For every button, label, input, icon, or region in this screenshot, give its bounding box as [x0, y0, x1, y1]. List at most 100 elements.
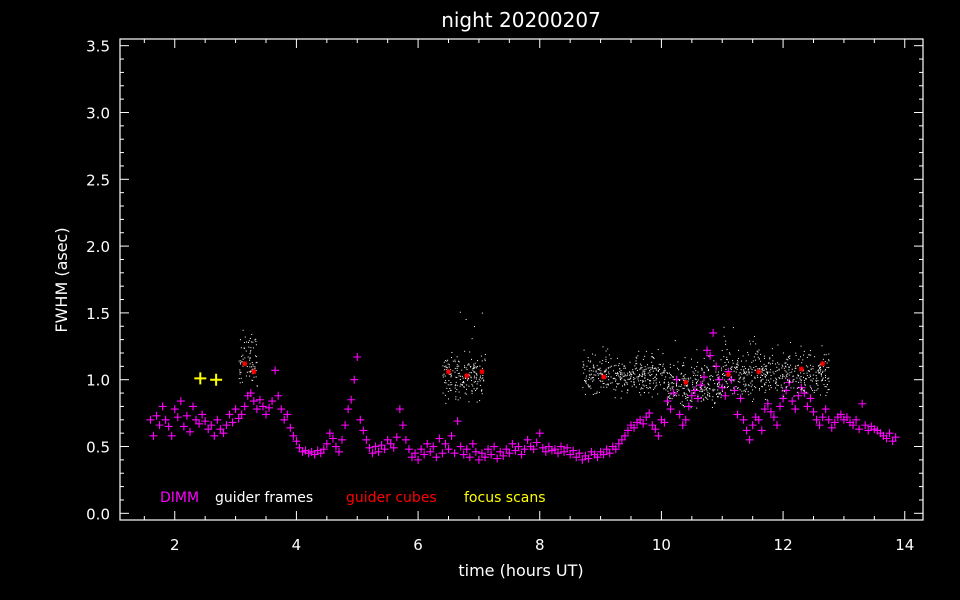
guider-frame-point: [709, 378, 711, 380]
guider-frame-point: [644, 373, 646, 375]
guider-frame-point: [769, 388, 771, 390]
guider-frame-point: [456, 389, 458, 391]
guider-frame-point: [679, 380, 681, 382]
legend-item: guider cubes: [346, 490, 437, 506]
guider-frame-point: [623, 365, 625, 367]
guider-frame-point: [479, 375, 481, 377]
guider-frame-point: [650, 375, 652, 377]
dimm-point: [620, 431, 629, 440]
guider-frame-point: [743, 383, 745, 385]
guider-frame-point: [750, 367, 752, 369]
dimm-point: [289, 431, 298, 440]
guider-frame-point: [650, 368, 652, 370]
dimm-point: [462, 445, 471, 454]
guider-frame-point: [739, 389, 741, 391]
guider-frame-point: [456, 370, 458, 372]
guider-frame-point: [619, 377, 621, 379]
guider-frame-point: [583, 363, 585, 365]
dimm-point: [347, 395, 356, 404]
dimm-point: [331, 442, 340, 451]
guider-frame-point: [639, 374, 641, 376]
guider-frame-point: [586, 375, 588, 377]
guider-frame-point: [741, 390, 743, 392]
guider-frame-point: [255, 344, 257, 346]
guider-frame-point: [629, 374, 631, 376]
dimm-point: [280, 415, 289, 424]
guider-frame-point: [687, 380, 689, 382]
guider-frame-point: [250, 370, 252, 372]
dimm-point: [754, 415, 763, 424]
guider-frame-point: [657, 349, 659, 351]
dimm-point: [468, 439, 477, 448]
guider-frame-point: [667, 390, 669, 392]
guider-frame-point: [725, 369, 727, 371]
guider-frame-point: [664, 369, 666, 371]
guider-frame-point: [725, 340, 727, 342]
guider-frame-point: [605, 368, 607, 370]
guider-frame-point: [677, 367, 679, 369]
guider-frame-point: [473, 381, 475, 383]
guider-frame-point: [828, 377, 830, 379]
guider-frame-point: [683, 377, 685, 379]
guider-frame-point: [709, 393, 711, 395]
guider-frame-point: [617, 373, 619, 375]
guider-frame-point: [718, 385, 720, 387]
guider-frame-point: [651, 356, 653, 358]
guider-frame-point: [605, 361, 607, 363]
guider-frame-point: [721, 390, 723, 392]
dimm-point: [310, 450, 319, 459]
dimm-point: [222, 421, 231, 430]
guider-frame-point: [709, 395, 711, 397]
dimm-point: [490, 442, 499, 451]
guider-frame-point: [815, 371, 817, 373]
guider-frame-point: [735, 366, 737, 368]
guider-frame-point: [476, 401, 478, 403]
guider-frame-point: [778, 368, 780, 370]
guider-frame-point: [467, 364, 469, 366]
guider-frame-point: [773, 380, 775, 382]
guider-frame-point: [256, 356, 258, 358]
guider-frame-point: [252, 365, 254, 367]
guider-frame-point: [776, 389, 778, 391]
guider-frame-point: [632, 371, 634, 373]
guider-frame-point: [745, 388, 747, 390]
y-tick-label: 1.5: [86, 305, 110, 323]
guider-frame-point: [702, 398, 704, 400]
guider-frame-point: [753, 398, 755, 400]
guider-frame-point: [627, 389, 629, 391]
guider-frame-point: [743, 366, 745, 368]
guider-frame-point: [469, 366, 471, 368]
guider-frame-point: [793, 387, 795, 389]
guider-frame-point: [666, 372, 668, 374]
guider-frame-point: [629, 361, 631, 363]
guider-frame-point: [444, 382, 446, 384]
guider-frame-point: [455, 381, 457, 383]
guider-frame-point: [481, 390, 483, 392]
guider-frame-point: [594, 393, 596, 395]
guider-frame-point: [822, 358, 824, 360]
guider-frame-point: [245, 375, 247, 377]
guider-frame-point: [764, 376, 766, 378]
dimm-point: [757, 426, 766, 435]
guider-frame-point: [660, 364, 662, 366]
guider-frame-point: [792, 379, 794, 381]
dimm-point: [389, 443, 398, 452]
guider-frame-point: [239, 362, 241, 364]
guider-frame-point: [239, 339, 241, 341]
guider-frame-point: [465, 367, 467, 369]
guider-frame-point: [733, 370, 735, 372]
guider-frame-point: [756, 375, 758, 377]
guider-frame-point: [640, 394, 642, 396]
guider-frame-point: [827, 378, 829, 380]
guider-frame-point: [636, 376, 638, 378]
guider-frame-point: [668, 385, 670, 387]
guider-frame-point: [788, 356, 790, 358]
dimm-point: [274, 391, 283, 400]
guider-frame-point: [680, 384, 682, 386]
guider-frame-point: [471, 390, 473, 392]
guider-frame-point: [820, 369, 822, 371]
guider-frame-point: [478, 378, 480, 380]
guider-frame-point: [645, 368, 647, 370]
guider-frame-point: [670, 382, 672, 384]
guider-frame-point: [446, 387, 448, 389]
